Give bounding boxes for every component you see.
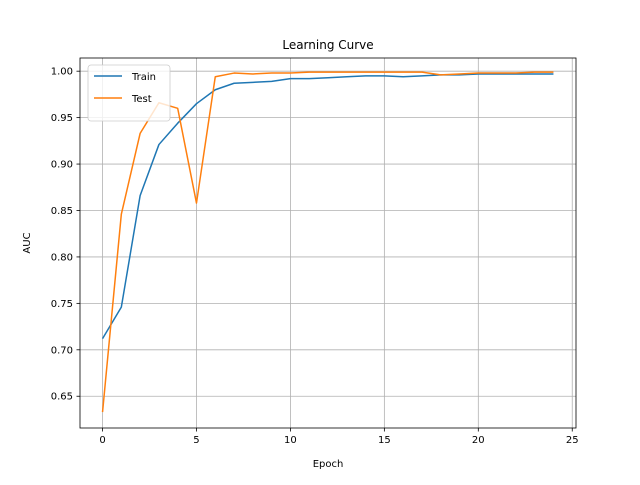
grid	[80, 58, 576, 428]
legend-label-train: Train	[131, 72, 156, 83]
series-line-train	[101, 73, 554, 340]
ticks: 0 5 10 15 20 25 0.65 0.70 0.75 0.80 0.85 0.90 0.95 1.…	[51, 67, 579, 446]
y-tick-label: 0.65	[51, 392, 73, 403]
series-line-test	[101, 71, 554, 413]
legend-box	[87, 64, 171, 122]
legend: Train Test	[87, 64, 171, 122]
x-axis-label: Epoch	[313, 459, 344, 470]
y-tick-label: 0.90	[51, 160, 73, 171]
y-axis-label: AUC	[22, 232, 33, 253]
y-tick-label: 0.80	[51, 252, 73, 263]
y-tick-label: 0.70	[51, 345, 73, 356]
x-tick-label: 5	[193, 435, 199, 446]
x-tick-label: 15	[378, 435, 391, 446]
y-tick-label: 0.75	[51, 299, 73, 310]
series-lines	[101, 71, 554, 413]
x-tick-label: 0	[99, 435, 105, 446]
legend-label-test: Test	[131, 94, 152, 105]
x-tick-label: 25	[566, 435, 579, 446]
chart-title: Learning Curve	[282, 38, 373, 52]
x-tick-label: 20	[472, 435, 485, 446]
y-tick-label: 0.85	[51, 206, 73, 217]
x-tick-label: 10	[284, 435, 297, 446]
y-tick-label: 1.00	[51, 67, 73, 78]
plot-frame	[79, 57, 577, 429]
y-tick-label: 0.95	[51, 113, 73, 124]
